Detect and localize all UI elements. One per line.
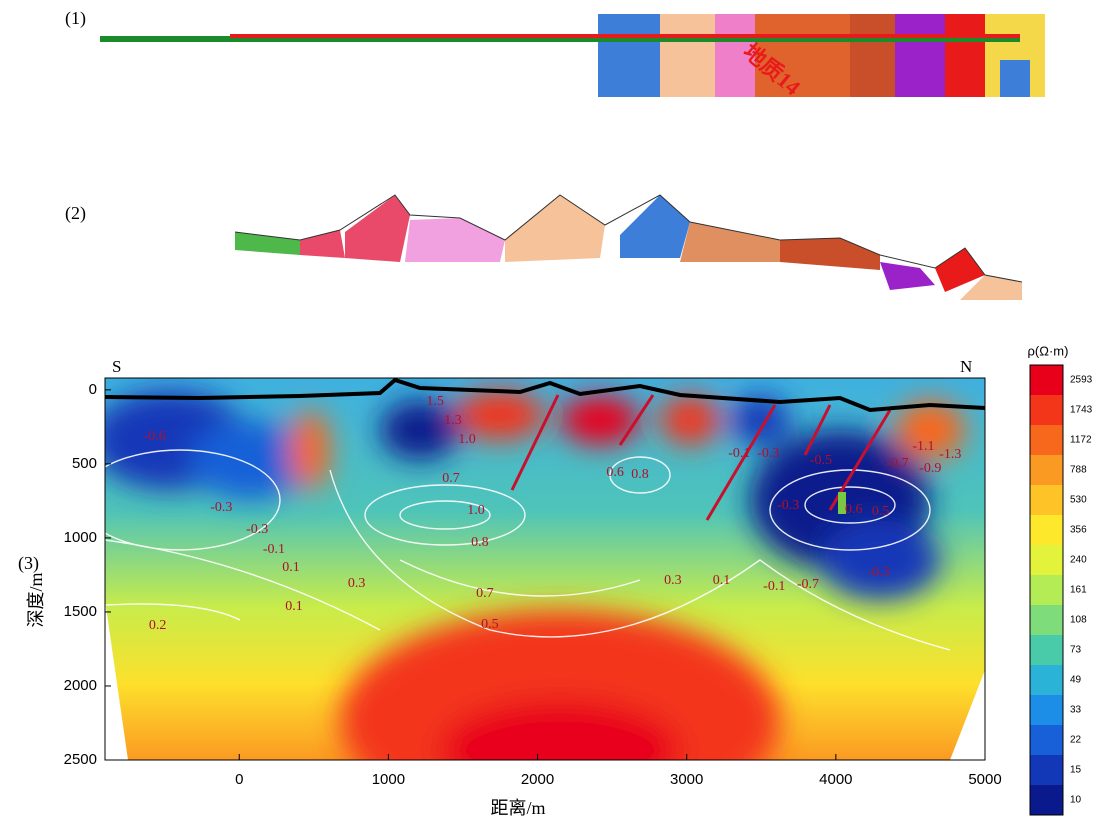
colorbar-swatch [1030, 605, 1063, 636]
y-tick-label: 1000 [64, 529, 97, 546]
colorbar-swatch [1030, 755, 1063, 786]
x-axis-label: 距离/m [490, 798, 545, 818]
colorbar-swatch [1030, 665, 1063, 696]
y-tick-label: 0 [89, 381, 97, 398]
colorbar-swatch [1030, 395, 1063, 426]
y-tick-label: 2500 [64, 751, 97, 768]
panel-label: (1) [65, 8, 86, 29]
colorbar-swatch [1030, 785, 1063, 816]
contour-label: -0.7 [886, 456, 908, 471]
colorbar-label: 15 [1070, 765, 1082, 776]
contour-label: -0.3 [868, 565, 890, 580]
contour-label: -0.9 [919, 461, 941, 476]
colorbar-swatch [1030, 485, 1063, 516]
contour-label: 0.5 [872, 504, 890, 519]
contour-label: 0.1 [285, 599, 303, 614]
contour-label: -0.3 [246, 522, 268, 537]
contour-label: -0.1 [728, 446, 750, 461]
x-tick-label: 1000 [372, 771, 405, 788]
colorbar-label: 788 [1070, 465, 1087, 476]
colorbar-label: 530 [1070, 495, 1087, 506]
contour-label: 0.1 [713, 573, 731, 588]
geologic-map: 地质14 [598, 14, 1045, 100]
colorbar-swatch [1030, 455, 1063, 486]
colorbar-label: 22 [1070, 735, 1082, 746]
contour-label: -0.3 [210, 500, 232, 515]
contour-label: 0.8 [631, 467, 649, 482]
contour-label: -1.3 [939, 447, 961, 462]
x-tick-label: 0 [235, 771, 243, 788]
colorbar-label: 1743 [1070, 405, 1093, 416]
colorbar-label: 161 [1070, 585, 1087, 596]
contour-label: 0.2 [149, 618, 167, 633]
y-axis-label: 深度/m [26, 572, 46, 627]
colorbar-swatch [1030, 365, 1063, 396]
colorbar-swatch [1030, 575, 1063, 606]
colorbar-label: 356 [1070, 525, 1087, 536]
colorbar-label: 33 [1070, 705, 1082, 716]
contour-label: -0.3 [777, 498, 799, 513]
x-tick-label: 2000 [521, 771, 554, 788]
end-label: S [112, 357, 121, 376]
contour-label: 1.0 [458, 432, 476, 447]
colorbar-swatch [1030, 425, 1063, 456]
panel-label: (2) [65, 203, 86, 224]
colorbar-label: 240 [1070, 555, 1087, 566]
colorbar-swatch [1030, 545, 1063, 576]
colorbar-label: 108 [1070, 615, 1087, 626]
contour-label: 0.5 [481, 617, 499, 632]
contour-label: 1.5 [426, 394, 444, 409]
x-tick-label: 3000 [670, 771, 703, 788]
y-tick-label: 2000 [64, 677, 97, 694]
y-tick-label: 500 [72, 455, 97, 472]
contour-label: 0.1 [282, 560, 300, 575]
contour-label: -0.1 [263, 542, 285, 557]
end-label: N [960, 357, 972, 376]
y-tick-label: 1500 [64, 603, 97, 620]
contour-label: -0.5 [810, 453, 832, 468]
colorbar-swatch [1030, 635, 1063, 666]
contour-label: 0.3 [348, 576, 366, 591]
contour-label: 0.3 [664, 573, 682, 588]
colorbar-title: ρ(Ω·m) [1028, 343, 1069, 358]
colorbar-label: 10 [1070, 795, 1082, 806]
contour-label: -0.3 [757, 446, 779, 461]
colorbar-swatch [1030, 515, 1063, 546]
colorbar-swatch [1030, 695, 1063, 726]
colorbar-label: 2593 [1070, 375, 1093, 386]
figure: (1) (2) (3) 地质14 [0, 0, 1116, 828]
geologic-section [235, 195, 1022, 300]
contour-label: 0.6 [606, 465, 624, 480]
colorbar-swatch [1030, 725, 1063, 756]
contour-label: -1.1 [912, 439, 934, 454]
contour-label: 0.7 [476, 586, 494, 601]
contour-label: 0.8 [471, 535, 489, 550]
contour-label: 1.0 [467, 503, 485, 518]
colorbar-label: 49 [1070, 675, 1082, 686]
panel-label: (3) [18, 553, 39, 574]
colorbar-label: 73 [1070, 645, 1082, 656]
contour-label: 0.6 [845, 502, 863, 517]
contour-label: -0.6 [144, 429, 166, 444]
colorbar-label: 1172 [1070, 435, 1092, 446]
contour-label: -0.1 [763, 579, 785, 594]
contour-label: -0.7 [797, 577, 819, 592]
contour-label: 0.7 [442, 471, 460, 486]
contour-label: 1.3 [444, 413, 462, 428]
x-tick-label: 4000 [819, 771, 852, 788]
x-tick-label: 5000 [968, 771, 1001, 788]
